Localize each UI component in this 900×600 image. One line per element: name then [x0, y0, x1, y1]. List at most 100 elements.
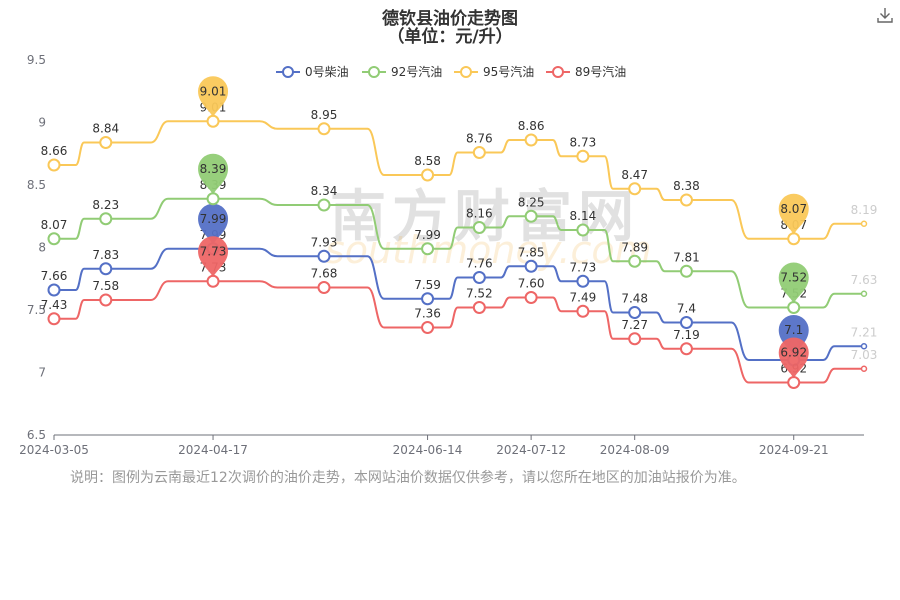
- min-marker-label: 8.07: [780, 202, 807, 216]
- data-point: [787, 301, 801, 314]
- data-point: [524, 291, 538, 304]
- data-point: [206, 192, 220, 206]
- data-point: [206, 274, 220, 288]
- data-label: 8.76: [466, 132, 493, 146]
- series-line: [54, 197, 864, 309]
- max-marker: [198, 153, 229, 195]
- data-label: 8.47: [621, 168, 648, 182]
- max-marker-label: 9.01: [200, 84, 227, 98]
- data-label: 8.86: [518, 119, 545, 133]
- min-marker-label: 7.1: [784, 323, 803, 337]
- x-tick-label: 2024-09-21: [759, 443, 829, 457]
- data-point: [472, 301, 486, 314]
- data-point: [317, 281, 331, 294]
- legend-marker: [460, 66, 472, 78]
- data-point: [472, 271, 486, 284]
- data-point: [524, 133, 538, 147]
- download-icon[interactable]: [876, 6, 894, 24]
- data-label: 8.84: [92, 122, 119, 136]
- watermark-en: southmoney.com: [325, 228, 652, 272]
- series-line: [54, 247, 864, 361]
- data-point: [47, 283, 61, 297]
- data-point: [860, 365, 868, 372]
- series-line: [54, 280, 864, 384]
- legend-label: 0号柴油: [305, 65, 349, 79]
- data-label: 7.81: [673, 250, 700, 264]
- data-point: [524, 259, 538, 273]
- data-point: [628, 182, 642, 196]
- y-tick-label: 9: [38, 116, 46, 130]
- data-point: [679, 264, 693, 278]
- data-point: [47, 312, 61, 326]
- y-tick-label: 7.5: [27, 303, 46, 317]
- data-point: [317, 122, 331, 136]
- min-marker-label: 7.52: [780, 271, 807, 285]
- chart-note: 说明：图例为云南最近12次调价的油价走势，本网站油价数据仅供参考，请以您所在地区…: [70, 470, 746, 486]
- data-label: 8.25: [518, 195, 545, 209]
- data-label: 7.43: [41, 298, 68, 312]
- max-marker-label: 7.99: [200, 212, 227, 226]
- data-label: 7.63: [851, 273, 878, 287]
- data-point: [99, 293, 113, 307]
- y-tick-label: 9.5: [27, 53, 46, 67]
- data-label: 8.16: [466, 207, 493, 221]
- data-label: 7.52: [466, 287, 493, 301]
- data-label: 7.66: [41, 269, 68, 283]
- data-label: 7.36: [414, 307, 441, 321]
- data-point: [99, 212, 113, 226]
- data-label: 7.60: [518, 277, 545, 291]
- data-label: 7.48: [621, 292, 648, 306]
- max-marker-label: 7.73: [200, 244, 227, 258]
- data-label: 8.23: [92, 198, 119, 212]
- legend-marker: [368, 66, 380, 78]
- data-label: 7.21: [851, 325, 878, 339]
- data-point: [421, 321, 435, 334]
- data-point: [787, 376, 801, 389]
- data-point: [576, 149, 590, 163]
- data-point: [421, 292, 435, 306]
- data-point: [576, 274, 590, 288]
- data-label: 8.14: [570, 209, 597, 223]
- data-point: [679, 342, 693, 356]
- data-point: [628, 332, 642, 346]
- max-marker: [198, 236, 229, 278]
- data-label: 7.03: [851, 348, 878, 362]
- data-label: 7.73: [570, 260, 597, 274]
- data-label: 7.76: [466, 257, 493, 271]
- x-tick-label: 2024-06-14: [393, 443, 463, 457]
- data-point: [524, 209, 538, 223]
- data-label: 7.85: [518, 245, 545, 259]
- legend-label: 89号汽油: [575, 64, 626, 79]
- data-point: [860, 290, 868, 297]
- x-tick-label: 2024-07-12: [496, 443, 566, 457]
- y-tick-label: 8.5: [27, 178, 46, 192]
- data-point: [787, 232, 801, 246]
- data-point: [317, 249, 331, 263]
- data-point: [576, 223, 590, 237]
- max-marker: [198, 203, 229, 245]
- data-point: [421, 168, 435, 182]
- data-point: [679, 316, 693, 329]
- data-label: 8.66: [41, 144, 68, 158]
- data-label: 7.27: [621, 318, 648, 332]
- x-tick-label: 2024-04-17: [178, 443, 248, 457]
- data-point: [47, 158, 61, 172]
- chart-title: 德钦县油价走势图: [382, 9, 518, 29]
- y-tick-label: 8: [38, 241, 46, 255]
- min-marker: [778, 193, 809, 235]
- data-point: [860, 343, 868, 350]
- series-line: [54, 120, 864, 240]
- data-label: 7.19: [673, 328, 700, 342]
- y-tick-label: 6.5: [27, 428, 46, 442]
- data-label: 8.34: [311, 184, 338, 198]
- data-point: [99, 262, 113, 276]
- data-point: [628, 254, 642, 268]
- data-point: [317, 198, 331, 212]
- legend-label: 92号汽油: [391, 64, 442, 79]
- data-label: 8.19: [851, 203, 878, 217]
- data-label: 7.49: [570, 290, 597, 304]
- min-marker: [778, 262, 809, 304]
- data-point: [472, 146, 486, 159]
- data-label: 8.38: [673, 179, 700, 193]
